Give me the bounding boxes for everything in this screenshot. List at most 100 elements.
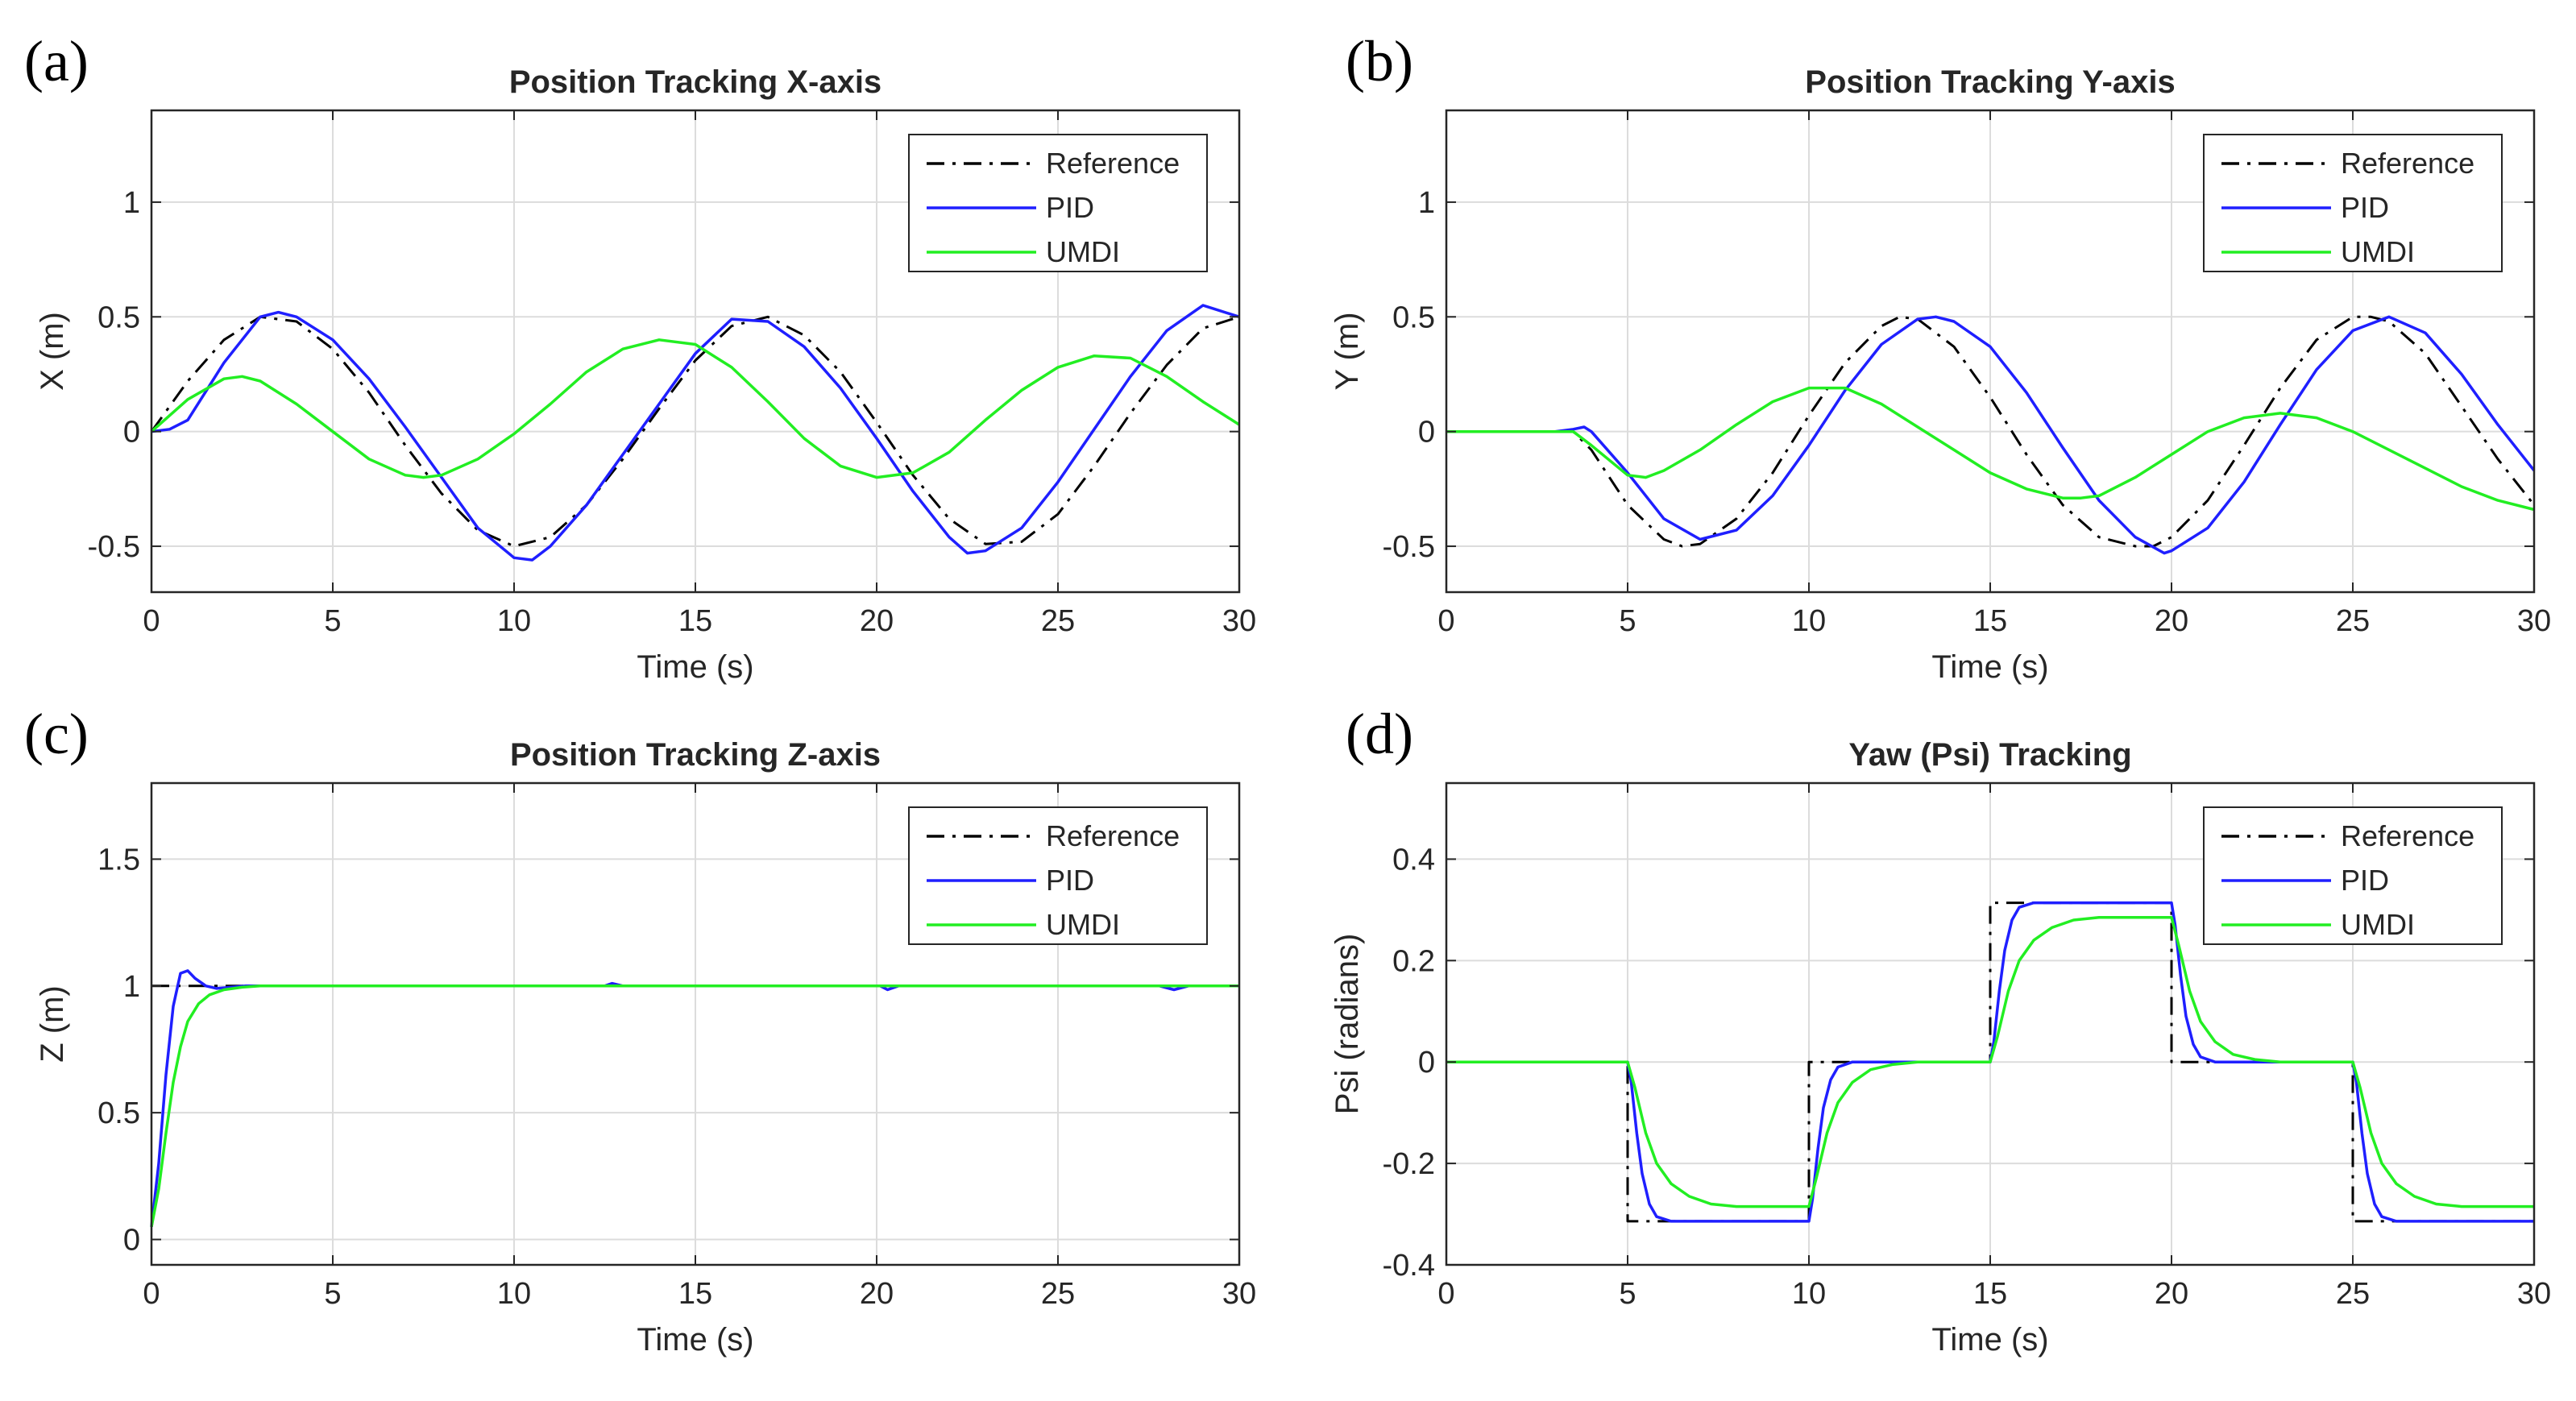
legend-box [2203, 806, 2503, 945]
x-tick-label: 10 [497, 604, 531, 638]
series-line-umdi [150, 338, 1240, 479]
legend-entry-umdi: UMDI [1046, 908, 1120, 941]
x-axis-label: Time (s) [1931, 649, 2048, 685]
y-tick-label: -0.2 [1383, 1147, 1435, 1181]
series-line-umdi [1446, 916, 2534, 1208]
series-line-pid [1446, 315, 2536, 555]
y-tick-label: 1 [123, 186, 140, 220]
y-tick-label: 0 [1418, 1046, 1435, 1080]
x-tick-label: 10 [1792, 1277, 1826, 1311]
y-tick-label: 0 [123, 416, 140, 450]
x-tick-label: 5 [1619, 604, 1636, 638]
x-tick-label: 15 [1973, 1277, 2007, 1311]
series-line-pid [151, 304, 1240, 562]
legend-box [2203, 134, 2503, 272]
x-tick-label: 25 [2336, 1277, 2370, 1311]
series-group [150, 304, 1240, 562]
y-tick-label: 0.5 [97, 1096, 140, 1130]
legend-entry-umdi: UMDI [1046, 235, 1120, 268]
x-tick-label: 30 [1222, 604, 1256, 638]
legend-entry-umdi: UMDI [2341, 908, 2415, 941]
y-tick-label: 0.4 [1392, 843, 1435, 877]
y-axis-label: Psi (radians) [1329, 934, 1365, 1115]
legend-entry-umdi: UMDI [2341, 235, 2415, 268]
panel-letter: (a) [24, 29, 89, 93]
x-tick-label: 10 [497, 1277, 531, 1311]
series-line-pid [1446, 901, 2534, 1223]
legend: Reference PID UMDI [908, 134, 1208, 272]
ticks: 0 5 10 15 20 25 30 -0.5 0 0.5 1 [1383, 110, 2551, 638]
x-tick-label: 5 [324, 604, 341, 638]
panel-title: Position Tracking X-axis [509, 64, 881, 100]
legend-box [908, 806, 1208, 945]
series-group [1446, 315, 2536, 555]
x-tick-label: 20 [860, 604, 894, 638]
legend-entry-pid: PID [2341, 191, 2389, 224]
y-tick-label: -0.4 [1383, 1249, 1435, 1283]
y-axis-label: X (m) [35, 312, 70, 391]
legend: Reference PID UMDI [2203, 806, 2503, 945]
ticks: 0 5 10 15 20 25 30 0 0.5 1 1.5 [97, 783, 1256, 1311]
y-tick-label: -0.5 [1383, 530, 1435, 564]
series-group [1446, 901, 2534, 1223]
panel-3: (c) 0 5 10 15 20 25 30 0 0.5 1 1.5 Position Tracking… [24, 702, 1256, 1357]
panel-1: (a) 0 5 10 15 20 25 30 -0.5 0 0.5 1 Position Trackin… [24, 29, 1256, 685]
x-tick-label: 0 [1437, 604, 1454, 638]
ticks: 0 5 10 15 20 25 30 -0.4 -0.2 0 0.2 0.4 [1383, 783, 2551, 1311]
y-tick-label: 1 [1418, 186, 1435, 220]
x-tick-label: 5 [1619, 1277, 1636, 1311]
panel-title: Position Tracking Y-axis [1805, 64, 2175, 100]
series-line-reference [1446, 902, 2534, 1223]
legend: Reference PID UMDI [2203, 134, 2503, 272]
panel-letter: (c) [24, 702, 89, 766]
x-tick-label: 25 [2336, 604, 2370, 638]
series-line-umdi [1446, 386, 2535, 512]
gridlines [151, 783, 1239, 1265]
legend-entry-reference: Reference [2341, 147, 2474, 180]
panel-letter: (b) [1346, 29, 1413, 93]
y-tick-label: 1.5 [97, 843, 140, 877]
panel-title: Position Tracking Z-axis [510, 737, 881, 773]
x-tick-label: 20 [860, 1277, 894, 1311]
y-tick-label: 0 [123, 1224, 140, 1258]
y-tick-label: 0.5 [97, 301, 140, 334]
legend-entry-pid: PID [2341, 864, 2389, 897]
x-tick-label: 20 [2155, 1277, 2188, 1311]
y-axis-label: Y (m) [1329, 312, 1365, 390]
y-tick-label: 0.2 [1392, 944, 1435, 978]
legend-entry-reference: Reference [1046, 819, 1180, 852]
panel-2: (b) 0 5 10 15 20 25 30 -0.5 0 0.5 1 Position Trackin… [1329, 29, 2551, 685]
panel-letter: (d) [1346, 702, 1413, 766]
x-tick-label: 25 [1041, 604, 1075, 638]
x-tick-label: 0 [143, 604, 160, 638]
x-tick-label: 30 [2517, 604, 2551, 638]
y-tick-label: 1 [123, 970, 140, 1004]
x-axis-label: Time (s) [1931, 1322, 2048, 1357]
x-tick-label: 15 [1973, 604, 2007, 638]
ticks: 0 5 10 15 20 25 30 -0.5 0 0.5 1 [88, 110, 1256, 638]
legend-entry-pid: PID [1046, 191, 1094, 224]
x-tick-label: 5 [324, 1277, 341, 1311]
x-axis-label: Time (s) [637, 649, 753, 685]
x-axis-label: Time (s) [637, 1322, 753, 1357]
panel-4: (d) 0 5 10 15 20 25 30 -0.4 -0.2 0 0.2 0.4 Yaw (Psi) … [1329, 702, 2551, 1357]
x-tick-label: 30 [2517, 1277, 2551, 1311]
series-line-reference [1446, 315, 2536, 548]
y-axis-label: Z (m) [35, 985, 70, 1063]
series-group [150, 969, 1239, 1228]
x-tick-label: 15 [678, 604, 712, 638]
gridlines [1446, 110, 2534, 592]
legend-entry-reference: Reference [2341, 819, 2474, 852]
series-line-umdi [150, 984, 1239, 1228]
y-tick-label: 0.5 [1392, 301, 1435, 334]
legend-entry-pid: PID [1046, 864, 1094, 897]
x-tick-label: 15 [678, 1277, 712, 1311]
y-tick-label: 0 [1418, 416, 1435, 450]
x-tick-label: 20 [2155, 604, 2188, 638]
y-tick-label: -0.5 [88, 530, 140, 564]
legend: Reference PID UMDI [908, 806, 1208, 945]
x-tick-label: 10 [1792, 604, 1826, 638]
series-line-reference [150, 315, 1240, 548]
x-tick-label: 0 [143, 1277, 160, 1311]
